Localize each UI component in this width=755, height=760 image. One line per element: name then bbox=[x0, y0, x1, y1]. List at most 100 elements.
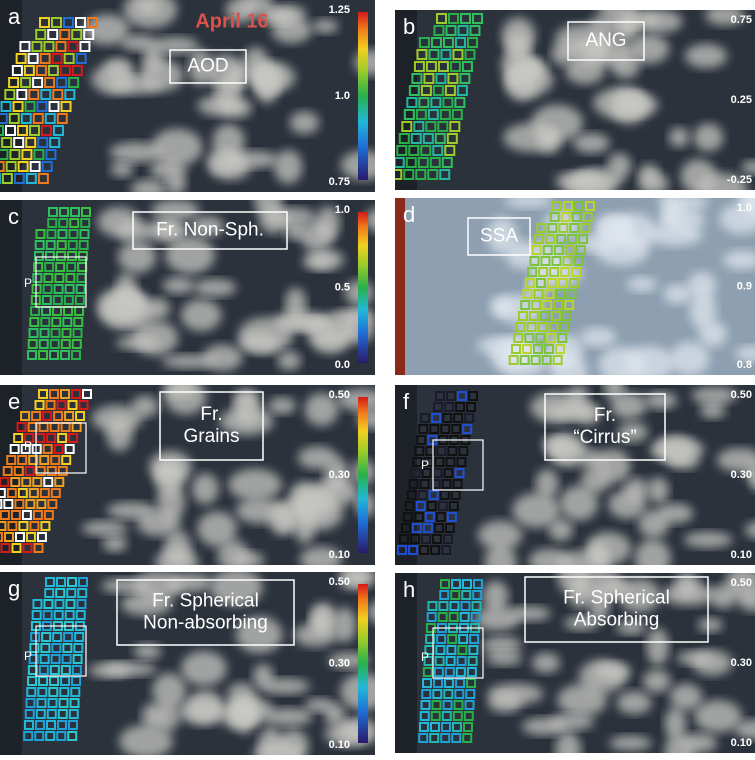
cloud bbox=[162, 277, 194, 294]
cloud bbox=[522, 718, 567, 736]
cloud bbox=[143, 44, 164, 72]
panel-label: Non-absorbing bbox=[143, 613, 268, 634]
cloud bbox=[538, 129, 562, 154]
cloud bbox=[181, 299, 222, 331]
colorbar-tick-label: 1.0 bbox=[335, 90, 350, 102]
region-marker: P bbox=[24, 649, 32, 663]
cloud bbox=[332, 607, 356, 642]
colorbar-tick-label: 0.5 bbox=[335, 281, 350, 293]
cloud bbox=[131, 179, 167, 199]
cloud bbox=[107, 502, 156, 519]
panel-label: Fr. bbox=[200, 404, 222, 425]
cloud bbox=[110, 161, 133, 177]
cloud bbox=[490, 296, 515, 316]
colorbar-tick-label: 0.75 bbox=[329, 176, 350, 188]
cloud bbox=[507, 67, 538, 101]
panel-image: PhFr. SphericalAbsorbing0.500.300.10 bbox=[395, 557, 755, 755]
cloud bbox=[573, 133, 610, 153]
cloud bbox=[647, 628, 669, 666]
colorbar-tick-label: 0.9 bbox=[737, 280, 752, 292]
panel-label: “Cirrus” bbox=[573, 427, 636, 448]
colorbar bbox=[358, 397, 368, 553]
cloud bbox=[312, 327, 349, 354]
cloud bbox=[482, 636, 521, 654]
cloud bbox=[229, 701, 260, 723]
cloud bbox=[638, 510, 669, 538]
cloud bbox=[693, 123, 723, 151]
colorbar-tick-label: 0.50 bbox=[329, 576, 350, 588]
panel: PgFr. SphericalNon-absorbing0.500.300.10 bbox=[0, 565, 402, 755]
cloud bbox=[643, 670, 671, 693]
colorbar-tick-label: 0.75 bbox=[731, 14, 752, 26]
cloud bbox=[502, 17, 536, 53]
panel-image: bANG0.750.25-0.25 bbox=[392, 2, 755, 205]
cloud bbox=[700, 402, 726, 419]
cloud bbox=[624, 478, 649, 501]
cloud bbox=[607, 153, 631, 179]
cloud bbox=[648, 477, 669, 504]
region-marker: P bbox=[421, 650, 429, 664]
cloud bbox=[635, 539, 671, 577]
cloud bbox=[188, 690, 224, 723]
panel: PcFr. Non-Sph.1.00.50.0 bbox=[0, 182, 401, 375]
cloud bbox=[670, 683, 703, 710]
cloud bbox=[657, 194, 709, 209]
panel-label: ANG bbox=[585, 30, 626, 51]
cloud bbox=[104, 58, 132, 79]
cloud bbox=[81, 521, 127, 536]
cloud bbox=[293, 485, 334, 521]
cloud bbox=[194, 279, 237, 297]
colorbar-tick-label: 1.25 bbox=[329, 4, 350, 16]
colorbar-tick-label: 0.10 bbox=[731, 737, 752, 749]
cloud bbox=[504, 193, 552, 208]
cloud bbox=[260, 678, 310, 694]
cloud bbox=[277, 351, 300, 370]
cloud bbox=[310, 608, 333, 632]
cloud bbox=[609, 736, 652, 751]
cloud bbox=[197, 511, 237, 546]
cloud bbox=[627, 277, 657, 292]
cloud bbox=[165, 236, 215, 274]
cloud bbox=[656, 435, 695, 462]
panel-label: Fr. bbox=[594, 405, 616, 426]
cloud bbox=[530, 392, 583, 423]
cloud bbox=[149, 451, 192, 484]
cloud bbox=[274, 150, 302, 184]
cloud bbox=[581, 467, 611, 493]
cloud bbox=[116, 336, 160, 350]
cloud bbox=[133, 644, 161, 660]
cloud bbox=[290, 111, 320, 134]
cloud bbox=[110, 142, 162, 162]
colorbar-tick-label: 0.30 bbox=[731, 657, 752, 669]
cloud bbox=[684, 532, 733, 548]
panel-label: AOD bbox=[187, 56, 228, 77]
panel-letter: c bbox=[8, 204, 19, 229]
colorbar-tick-label: 0.0 bbox=[335, 359, 350, 371]
panel-letter: d bbox=[403, 202, 415, 227]
cloud bbox=[228, 469, 282, 501]
cloud bbox=[146, 298, 170, 319]
cloud bbox=[663, 284, 691, 304]
panel: bANG0.750.25-0.25 bbox=[392, 2, 755, 205]
panel-image: PeFr.Grains0.500.300.10 bbox=[0, 379, 400, 576]
cloud bbox=[685, 44, 727, 68]
colorbar bbox=[358, 212, 368, 363]
cloud bbox=[151, 200, 199, 221]
cloud bbox=[698, 618, 723, 632]
cloud bbox=[137, 0, 160, 14]
panel-letter: b bbox=[403, 14, 415, 39]
cloud bbox=[103, 662, 157, 676]
cloud bbox=[669, 127, 689, 147]
cloud bbox=[640, 10, 683, 33]
panel-image: PgFr. SphericalNon-absorbing0.500.300.10 bbox=[0, 565, 402, 755]
cloud bbox=[617, 691, 652, 714]
figure: aAOD1.251.00.75bANG0.750.25-0.25PcFr. No… bbox=[0, 0, 755, 755]
cloud bbox=[639, 164, 660, 185]
cloud bbox=[694, 700, 742, 732]
cloud bbox=[670, 342, 709, 376]
cloud bbox=[312, 19, 338, 33]
figure-title: April 16 bbox=[195, 10, 268, 32]
colorbar bbox=[358, 12, 368, 180]
panel-image: dSSA1.00.90.8 bbox=[395, 183, 755, 392]
